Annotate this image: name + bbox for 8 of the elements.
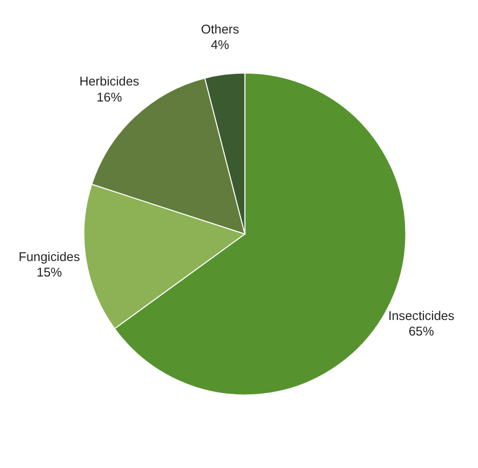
data-label: 4% bbox=[210, 38, 230, 52]
data-label: 15% bbox=[36, 266, 62, 280]
data-label: 65% bbox=[408, 324, 434, 339]
data-label: 16% bbox=[96, 90, 122, 104]
slice-label: Fungicides bbox=[18, 250, 80, 264]
slice-label: Others bbox=[201, 22, 240, 37]
slice-label: Herbicides bbox=[79, 74, 140, 89]
slice-label: Insecticides bbox=[388, 309, 454, 323]
